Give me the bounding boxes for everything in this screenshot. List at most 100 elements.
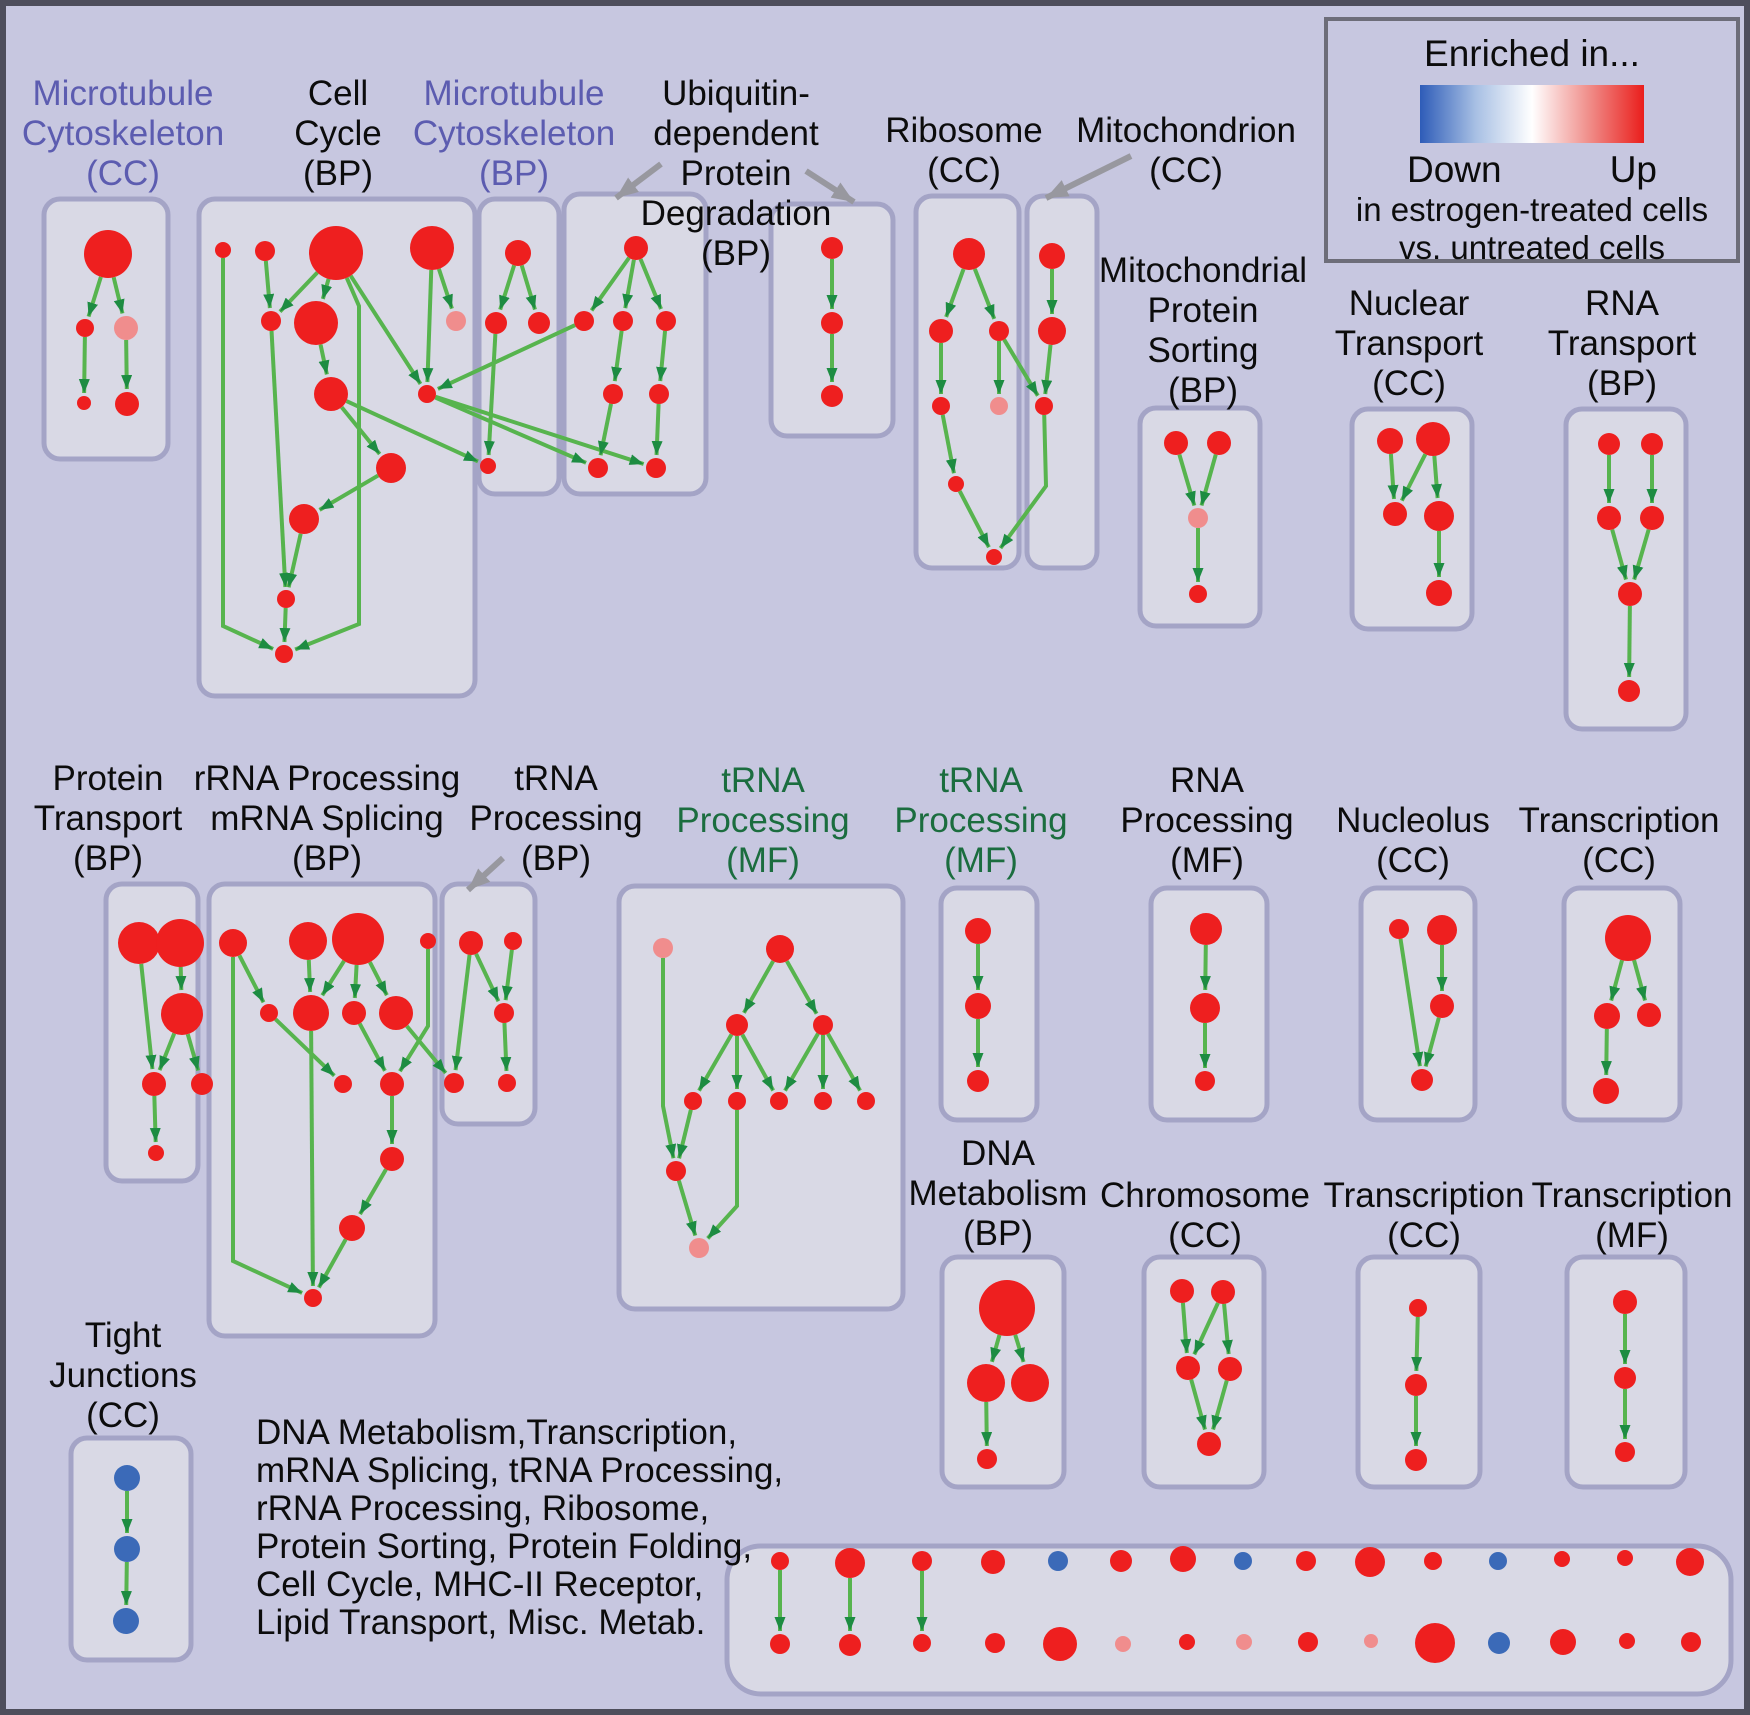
go-term-node-rt4 (1640, 506, 1664, 530)
go-term-node-w10b (1364, 1634, 1378, 1648)
edge-arrow (656, 330, 668, 382)
go-term-node-ms3 (1188, 508, 1208, 528)
edge-arrow (436, 268, 454, 310)
edge-arrow (826, 1032, 862, 1092)
go-term-node-w3b (913, 1634, 931, 1652)
edge-arrow (706, 1110, 739, 1240)
edge-arrow (1423, 1017, 1441, 1068)
go-term-node-w9t (1296, 1551, 1316, 1571)
edge-arrow (1411, 1316, 1423, 1372)
go-term-node-rr9 (334, 1075, 352, 1093)
edge-arrow (1189, 1379, 1207, 1431)
edge-arrow (451, 954, 472, 1071)
legend-title: Enriched in... (1424, 33, 1640, 74)
go-term-node-rb6 (948, 476, 964, 492)
edge-arrow (86, 276, 103, 318)
edge-arrow (318, 344, 330, 375)
go-term-node-rr13 (304, 1289, 322, 1307)
go-term-node-tb5 (498, 1074, 516, 1092)
go-term-node-rb4 (932, 397, 950, 415)
go-term-node-q4 (77, 396, 91, 410)
go-term-node-cc1 (215, 242, 231, 258)
cluster-label-rna-processing-mf: RNA Processing (MF) (1120, 761, 1294, 880)
go-term-node-tm5 (684, 1092, 702, 1110)
go-term-node-ms2 (1207, 431, 1231, 455)
edge-arrow (597, 403, 613, 456)
go-term-node-q1 (84, 230, 132, 278)
edge-arrow (1399, 453, 1428, 502)
go-term-node-w2b (839, 1634, 861, 1656)
go-term-node-tb4 (444, 1073, 464, 1093)
go-term-node-q2 (76, 319, 94, 337)
go-term-node-cc10 (376, 453, 406, 483)
go-term-node-nu2 (1427, 915, 1457, 945)
go-term-node-cc12 (277, 590, 295, 608)
cluster-box-misc-wide (724, 1543, 1734, 1697)
edge-arrow (405, 1024, 448, 1075)
go-term-node-nt2 (1416, 422, 1450, 456)
go-term-node-dm1 (979, 1280, 1035, 1336)
edge-arrow (661, 958, 677, 1159)
go-term-node-w7b (1179, 1634, 1195, 1650)
go-term-node-rb1 (953, 238, 985, 270)
go-term-node-nt5 (1426, 580, 1452, 606)
edge-arrow (1632, 959, 1647, 1002)
go-term-node-pt3 (161, 993, 203, 1035)
go-term-node-tm2 (766, 935, 794, 963)
cluster-box-microtubule-bp (476, 196, 562, 497)
cluster-label-misc-cluster-list: DNA Metabolism,Transcription, mRNA Splici… (256, 1413, 784, 1642)
edge-arrow (221, 258, 274, 651)
go-term-node-mi1 (1039, 243, 1065, 269)
go-term-node-pt2 (156, 919, 204, 967)
edge-arrow (78, 336, 90, 394)
go-term-node-rp2 (1190, 993, 1220, 1023)
go-term-node-cc4 (410, 226, 454, 270)
edge-arrow (957, 490, 991, 549)
go-term-node-cc13 (275, 645, 293, 663)
diagram-svg (41, 153, 1734, 1697)
edge-arrow (350, 964, 362, 999)
go-term-node-rt5 (1618, 582, 1642, 606)
edge-arrow (990, 1334, 1002, 1363)
edge-arrow (622, 259, 636, 309)
legend-subtitle-2: vs. untreated cells (1399, 229, 1665, 266)
cluster-box-microtubule-cc (41, 196, 171, 462)
go-term-node-nt3 (1383, 502, 1407, 526)
cluster-box-trna-mf-1 (616, 883, 906, 1312)
cluster-label-trna-processing-mf-2: tRNA Processing (MF) (894, 761, 1068, 880)
edge-arrow (269, 330, 291, 588)
cluster-label-rrna-processing-mrna-splicing: rRNA Processing mRNA Splicing (BP) (193, 759, 461, 878)
edge-arrow (437, 323, 576, 391)
go-term-node-pt4 (142, 1072, 166, 1096)
go-term-node-rp3 (1195, 1071, 1215, 1091)
go-term-node-ua6 (649, 384, 669, 404)
go-term-node-w6b (1115, 1636, 1131, 1652)
go-term-node-rr5 (260, 1004, 278, 1022)
go-term-node-w15t (1676, 1548, 1704, 1576)
go-term-node-tc2 (1594, 1003, 1620, 1029)
go-term-node-rr7 (342, 1001, 366, 1025)
go-term-node-nu1 (1389, 919, 1409, 939)
edge-arrow (1221, 1303, 1233, 1355)
edge-arrow (318, 473, 380, 512)
go-term-node-cc6 (294, 301, 338, 345)
cluster-label-transcription-cc-row2: Transcription (CC) (1518, 801, 1720, 880)
edge-arrow (589, 256, 631, 312)
legend-axis-labels: Down Up (1407, 149, 1657, 191)
go-term-node-ua2 (574, 311, 594, 331)
go-term-node-q5 (115, 392, 139, 416)
go-term-node-w11b (1415, 1623, 1455, 1663)
cluster-label-tight-junctions: Tight Junctions (CC) (49, 1316, 197, 1435)
go-term-node-tm3 (726, 1014, 748, 1036)
edge-arrow (1002, 338, 1040, 397)
edge-arrow (981, 1401, 993, 1447)
go-term-node-w1b (770, 1634, 790, 1654)
cluster-label-trna-processing-bp: tRNA Processing (BP) (469, 759, 643, 878)
edge-arrow (1632, 528, 1651, 581)
cluster-box-nucleolus (1358, 885, 1478, 1123)
go-term-node-t31 (1409, 1299, 1427, 1317)
go-term-node-cc11 (289, 504, 319, 534)
edge-arrow (944, 268, 966, 318)
edge-arrow (742, 960, 775, 1014)
go-term-node-rt1 (1598, 433, 1620, 455)
